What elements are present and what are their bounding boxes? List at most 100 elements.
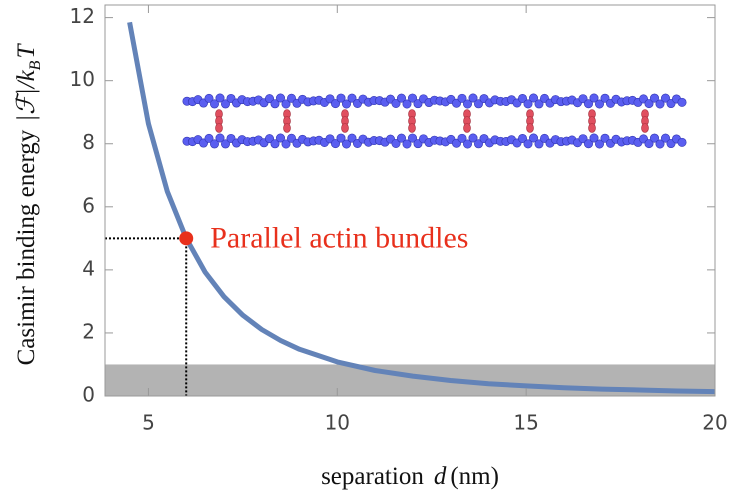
actin-bead [215, 93, 225, 103]
actin-bead [600, 133, 610, 143]
actin-bead [594, 99, 604, 109]
actin-bead [402, 139, 412, 149]
x-tick-label: 15 [513, 411, 538, 435]
y-tick-label: 0 [82, 383, 95, 407]
actin-bead [473, 99, 483, 109]
actin-bead [528, 93, 538, 103]
actin-bead [221, 99, 231, 109]
actin-bead [402, 99, 412, 109]
y-tick-label: 12 [70, 4, 95, 28]
y-tick-label: 4 [82, 256, 95, 280]
actin-bead [341, 139, 351, 149]
actin-bead [270, 99, 280, 109]
actin-bead [600, 93, 610, 103]
actin-bead [655, 99, 665, 109]
actin-bead [391, 98, 401, 108]
crosslinker [641, 123, 649, 133]
annotation-point [179, 231, 194, 246]
y-label-text: Casimir binding energy [13, 129, 40, 365]
actin-bead [264, 134, 274, 144]
actin-bead [347, 133, 357, 143]
actin-bead [534, 139, 544, 149]
actin-bead [347, 93, 357, 103]
actin-bead [468, 93, 478, 103]
actin-bead [457, 93, 467, 103]
y-tick-label: 6 [82, 193, 95, 217]
actin-bead [517, 133, 527, 143]
annotation-label: Parallel actin bundles [210, 221, 468, 254]
actin-bead [583, 99, 593, 109]
y-tick-label: 10 [70, 67, 95, 91]
actin-bead [270, 139, 280, 149]
actin-bead [336, 93, 346, 103]
x-label-unit: (nm) [450, 463, 499, 490]
actin-bead [210, 139, 220, 149]
crosslinker [463, 123, 471, 133]
actin-bead [462, 139, 472, 149]
actin-bead [534, 99, 544, 109]
actin-bead [528, 133, 538, 143]
actin-bead [264, 94, 274, 104]
actin-bead [204, 93, 214, 103]
crosslinker [526, 123, 534, 133]
actin-bead [644, 99, 654, 109]
crosslinker [283, 123, 291, 133]
actin-bead [589, 133, 599, 143]
actin-bundle-illustration [182, 93, 687, 149]
x-tick-label: 10 [325, 411, 350, 435]
actin-bead [649, 133, 659, 143]
actin-bead [330, 99, 340, 109]
actin-bead [660, 133, 670, 143]
x-label-text: separation [321, 463, 424, 490]
actin-bead [391, 138, 401, 148]
actin-bead [517, 93, 527, 103]
x-label-symbol: d [434, 463, 447, 490]
actin-bead [336, 133, 346, 143]
actin-bead [677, 137, 687, 147]
crosslinker [588, 123, 596, 133]
y-tick-label: 2 [82, 319, 95, 343]
actin-bead [275, 133, 285, 143]
actin-bead [468, 133, 478, 143]
actin-bead [649, 93, 659, 103]
actin-bead [457, 133, 467, 143]
energy-curve [127, 21, 715, 395]
actin-bead [204, 133, 214, 143]
actin-bead [594, 139, 604, 149]
actin-bead [210, 99, 220, 109]
actin-bead [462, 99, 472, 109]
actin-bead [523, 139, 533, 149]
actin-bead [330, 139, 340, 149]
plot-frame [104, 4, 716, 397]
crosslinker [408, 123, 416, 133]
actin-bead [473, 139, 483, 149]
actin-bead [660, 93, 670, 103]
y-tick-label: 8 [82, 130, 95, 154]
actin-bead [281, 139, 291, 149]
actin-bead [281, 99, 291, 109]
actin-bead [396, 93, 406, 103]
x-tick-label: 5 [142, 411, 155, 435]
actin-bead [655, 139, 665, 149]
actin-bead [396, 133, 406, 143]
crosslinker [341, 123, 349, 133]
actin-bead [644, 139, 654, 149]
actin-bead [407, 93, 417, 103]
actin-bead [221, 139, 231, 149]
x-axis-label: separation d (nm) [321, 463, 499, 490]
y-label-sub: B [27, 60, 44, 70]
actin-bead [583, 139, 593, 149]
actin-bead [341, 99, 351, 109]
actin-bead [407, 133, 417, 143]
actin-bead [523, 99, 533, 109]
y-label-symbol: |ℱ|/k [13, 69, 40, 121]
actin-bead [589, 93, 599, 103]
actin-bead [677, 97, 687, 107]
plot-layer: Parallel actin bundles [105, 21, 715, 396]
x-tick-label: 20 [702, 411, 727, 435]
y-label-tail: T [13, 43, 40, 59]
crosslinker [215, 123, 223, 133]
actin-bead [275, 93, 285, 103]
y-axis-label: Casimir binding energy |ℱ|/kBT [13, 43, 44, 366]
